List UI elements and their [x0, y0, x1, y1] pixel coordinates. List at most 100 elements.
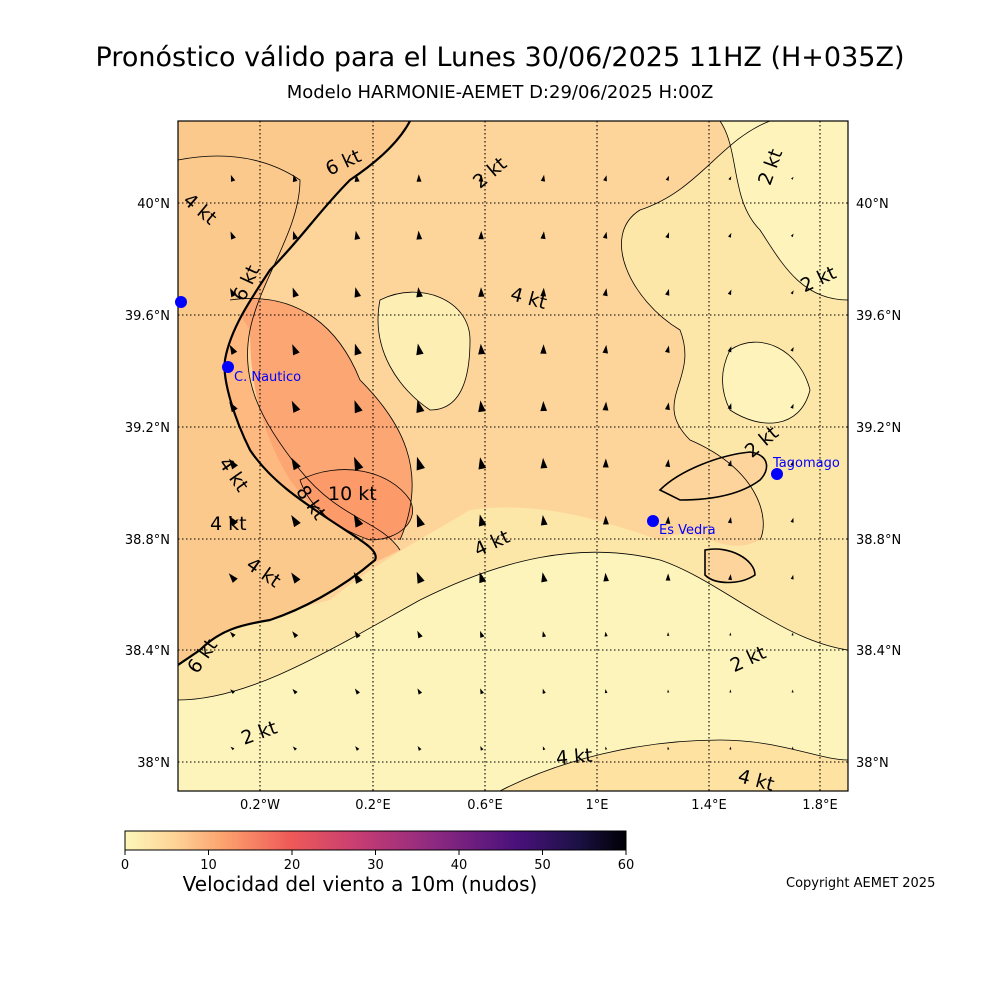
wind-arrow [854, 632, 857, 635]
contour-label: 10 kt [328, 483, 377, 505]
wind-arrow [727, 289, 732, 296]
lat-tick-label-right: 38°N [856, 756, 889, 771]
colorbar-tick-label: 40 [451, 858, 468, 873]
wind-arrow [540, 457, 548, 469]
wind-arrow [605, 746, 608, 750]
wind-arrow [291, 457, 301, 471]
wind-arrow [228, 515, 239, 527]
wind-arrow [292, 174, 298, 183]
wind-arrow [540, 400, 548, 412]
wind-arrow [354, 287, 362, 298]
wind-arrow [479, 571, 487, 584]
wind-arrow [478, 400, 486, 413]
wind-arrow [727, 516, 732, 524]
wind-arrow [854, 746, 856, 749]
map-frame [177, 120, 849, 792]
wind-arrow [854, 689, 857, 692]
wind-arrow [478, 174, 484, 182]
wind-arrow [790, 517, 794, 523]
wind-arrow [603, 175, 607, 182]
colorbar-tick-label: 30 [367, 858, 384, 873]
wind-arrow [853, 176, 856, 180]
station-marker [647, 515, 659, 527]
wind-arrow [602, 458, 609, 468]
lat-tick-label-right: 39.2°N [856, 421, 901, 436]
wind-arrow [727, 459, 732, 467]
wind-arrow [665, 175, 670, 181]
wind-arrow [416, 456, 426, 471]
lon-tick-label: 0.2°W [240, 798, 280, 813]
wind-arrow [667, 689, 670, 693]
wind-arrow [417, 745, 422, 751]
wind-arrow [230, 746, 235, 751]
wind-arrow [790, 403, 794, 409]
wind-arrow [354, 230, 361, 240]
wind-arrow [791, 746, 794, 750]
colorbar-tick-label: 0 [121, 858, 129, 873]
wind-arrow [728, 574, 732, 581]
wind-arrow [666, 632, 670, 636]
colorbar-tick-label: 50 [534, 858, 551, 873]
wind-arrow [353, 514, 364, 528]
wind-arrow [417, 688, 423, 695]
lat-tick-label-right: 38.8°N [856, 533, 901, 548]
lat-tick-label-right: 39.6°N [856, 309, 901, 324]
wind-arrow [229, 631, 236, 638]
coastline [178, 121, 768, 666]
wind-arrow [790, 346, 794, 352]
wind-arrow [791, 689, 794, 693]
contour-label: 4 kt [555, 745, 593, 770]
wind-arrow [728, 232, 732, 238]
wind-arrow [791, 632, 794, 636]
colorbar-label: Velocidad del viento a 10m (nudos) [182, 872, 538, 896]
lat-tick-label-left: 38.4°N [125, 644, 170, 659]
station-marker [222, 361, 234, 373]
wind-arrow [602, 288, 608, 297]
wind-arrow [480, 688, 485, 695]
wind-arrow [353, 571, 363, 584]
colorbar: 0 10 20 30 40 50 60 [121, 830, 635, 873]
lon-tick-label: 1.8°E [802, 798, 837, 813]
lat-tick-label-left: 38°N [137, 756, 170, 771]
wind-arrow [540, 344, 547, 354]
wind-arrow [417, 630, 423, 639]
wind-arrow [667, 746, 670, 750]
wind-arrow [291, 514, 301, 528]
colorbar-tick-label: 60 [618, 858, 635, 873]
station-markers: C. Nautico Tagomago Es Vedra [175, 296, 840, 538]
wind-arrow [230, 174, 236, 182]
wind-arrow [292, 287, 299, 298]
station-label: Es Vedra [659, 523, 716, 538]
wind-arrow [355, 746, 360, 751]
wind-arrow [416, 571, 425, 584]
wind-arrow [228, 458, 238, 470]
lat-tick-label-right: 40°N [856, 197, 889, 212]
wind-arrow [292, 631, 299, 639]
wind-arrow [478, 514, 487, 527]
wind-arrow [354, 688, 360, 695]
wind-arrow [354, 343, 362, 356]
wind-arrow [292, 746, 297, 751]
wind-arrow [480, 746, 484, 751]
wind-arrow [540, 231, 546, 240]
wind-arrow [229, 344, 238, 355]
wind-arrow [416, 343, 424, 356]
wind-arrow [541, 572, 548, 583]
wind-arrow [354, 174, 360, 183]
colorbar-tick-label: 20 [284, 858, 301, 873]
wind-arrow [665, 459, 671, 468]
wind-arrow [853, 461, 857, 465]
wind-arrow [354, 630, 361, 639]
wind-arrow [853, 404, 857, 408]
lat-tick-label-left: 39.6°N [125, 309, 170, 324]
copyright: Copyright AEMET 2025 [786, 876, 936, 891]
wind-arrow [727, 346, 732, 353]
wind-arrow [729, 746, 732, 750]
lon-tick-label: 1.4°E [691, 798, 726, 813]
wind-arrow [542, 631, 547, 638]
wind-arrow [416, 287, 423, 298]
wind-arrow [416, 514, 425, 528]
wind-arrow [790, 574, 794, 580]
wind-arrow [729, 632, 732, 636]
